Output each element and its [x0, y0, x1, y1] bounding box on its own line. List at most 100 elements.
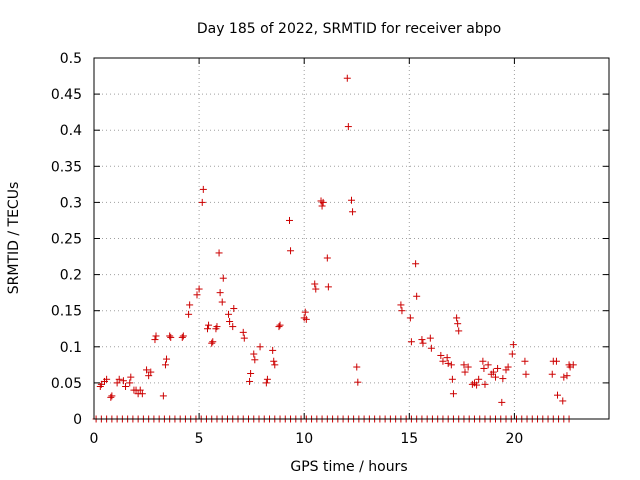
data-point	[166, 332, 174, 340]
data-point	[113, 379, 121, 387]
data-point	[449, 390, 457, 398]
data-point	[443, 354, 451, 362]
data-point	[407, 338, 415, 346]
x-tick-label: 0	[90, 431, 99, 447]
data-point	[419, 339, 427, 347]
data-point	[226, 318, 234, 326]
x-axis-label: GPS time / hours	[290, 459, 407, 475]
y-tick-label: 0.05	[51, 376, 82, 392]
data-point	[143, 366, 151, 374]
x-tick-label: 20	[505, 431, 523, 447]
data-point	[126, 379, 134, 387]
x-tick-label: 10	[295, 431, 313, 447]
data-point	[287, 247, 295, 255]
axis-tick-labels: 0 0.05 0.1 0.15 0.2 0.25 0.3 0.35 0.4 0.45 0.5 0 5 10…	[51, 51, 523, 447]
data-point	[97, 380, 105, 388]
data-point	[225, 310, 233, 318]
y-tick-label: 0.4	[60, 123, 82, 139]
data-point	[270, 357, 278, 365]
data-point	[161, 361, 169, 369]
data-point	[563, 372, 571, 380]
data-point	[554, 391, 561, 399]
data-point	[216, 289, 224, 297]
data-point	[344, 123, 352, 131]
data-point	[115, 375, 123, 383]
data-point	[498, 398, 506, 406]
data-point	[552, 357, 560, 365]
data-point	[209, 338, 217, 346]
data-point	[186, 301, 194, 309]
data-point	[398, 307, 406, 315]
data-point	[494, 364, 502, 372]
data-point	[271, 361, 279, 369]
data-point	[219, 274, 227, 282]
data-point	[275, 323, 283, 331]
data-point	[406, 314, 414, 322]
data-point	[205, 321, 213, 329]
data-point	[324, 283, 332, 291]
data-point	[426, 334, 434, 342]
data-point	[240, 334, 248, 342]
data-point	[230, 305, 238, 313]
data-point	[460, 361, 468, 369]
data-point	[122, 383, 130, 391]
data-point	[473, 381, 481, 389]
data-point	[475, 375, 483, 383]
data-point	[152, 332, 160, 340]
y-axis-label: SRMTID / TECUs	[6, 182, 22, 295]
y-tick-label: 0.45	[51, 87, 82, 103]
data-point	[521, 357, 529, 365]
data-point	[569, 361, 577, 369]
data-point	[479, 357, 487, 365]
data-point	[147, 368, 155, 376]
data-point	[198, 198, 206, 206]
x-tick-label: 15	[400, 431, 418, 447]
data-point	[489, 368, 497, 376]
data-point	[464, 363, 472, 371]
data-point	[455, 327, 463, 335]
data-point	[418, 336, 426, 344]
data-point	[454, 320, 462, 328]
data-point	[439, 357, 447, 365]
data-point	[491, 373, 499, 381]
data-point	[215, 249, 223, 257]
data-point	[204, 325, 212, 333]
data-point	[318, 202, 326, 210]
data-point	[185, 310, 193, 318]
data-point	[208, 339, 216, 347]
data-point	[302, 315, 310, 323]
data-point	[559, 397, 567, 405]
data-point	[484, 361, 492, 369]
data-point	[151, 336, 159, 344]
data-point	[263, 375, 271, 383]
data-point	[195, 285, 203, 293]
data-point	[319, 198, 327, 206]
data-point	[247, 370, 255, 378]
x-tick-label: 5	[195, 431, 204, 447]
data-point	[199, 185, 207, 193]
data-point	[218, 298, 226, 306]
data-point	[560, 373, 568, 381]
data-point	[145, 372, 153, 380]
data-point	[138, 390, 146, 398]
data-point	[276, 321, 284, 329]
data-point	[353, 363, 361, 371]
data-point	[269, 346, 277, 354]
y-tick-label: 0.3	[60, 195, 82, 211]
data-point	[250, 350, 258, 358]
data-point	[448, 375, 456, 383]
data-point	[262, 379, 270, 387]
plot-frame	[93, 57, 610, 420]
data-point	[103, 375, 111, 383]
data-points	[92, 74, 577, 423]
axis-ticks	[93, 57, 609, 420]
data-point	[480, 364, 488, 372]
data-point	[349, 208, 357, 216]
y-tick-label: 0.2	[60, 268, 82, 284]
data-point	[229, 323, 237, 331]
data-point	[343, 74, 351, 82]
data-point	[548, 370, 556, 378]
data-point	[427, 344, 435, 352]
data-point	[437, 351, 445, 359]
